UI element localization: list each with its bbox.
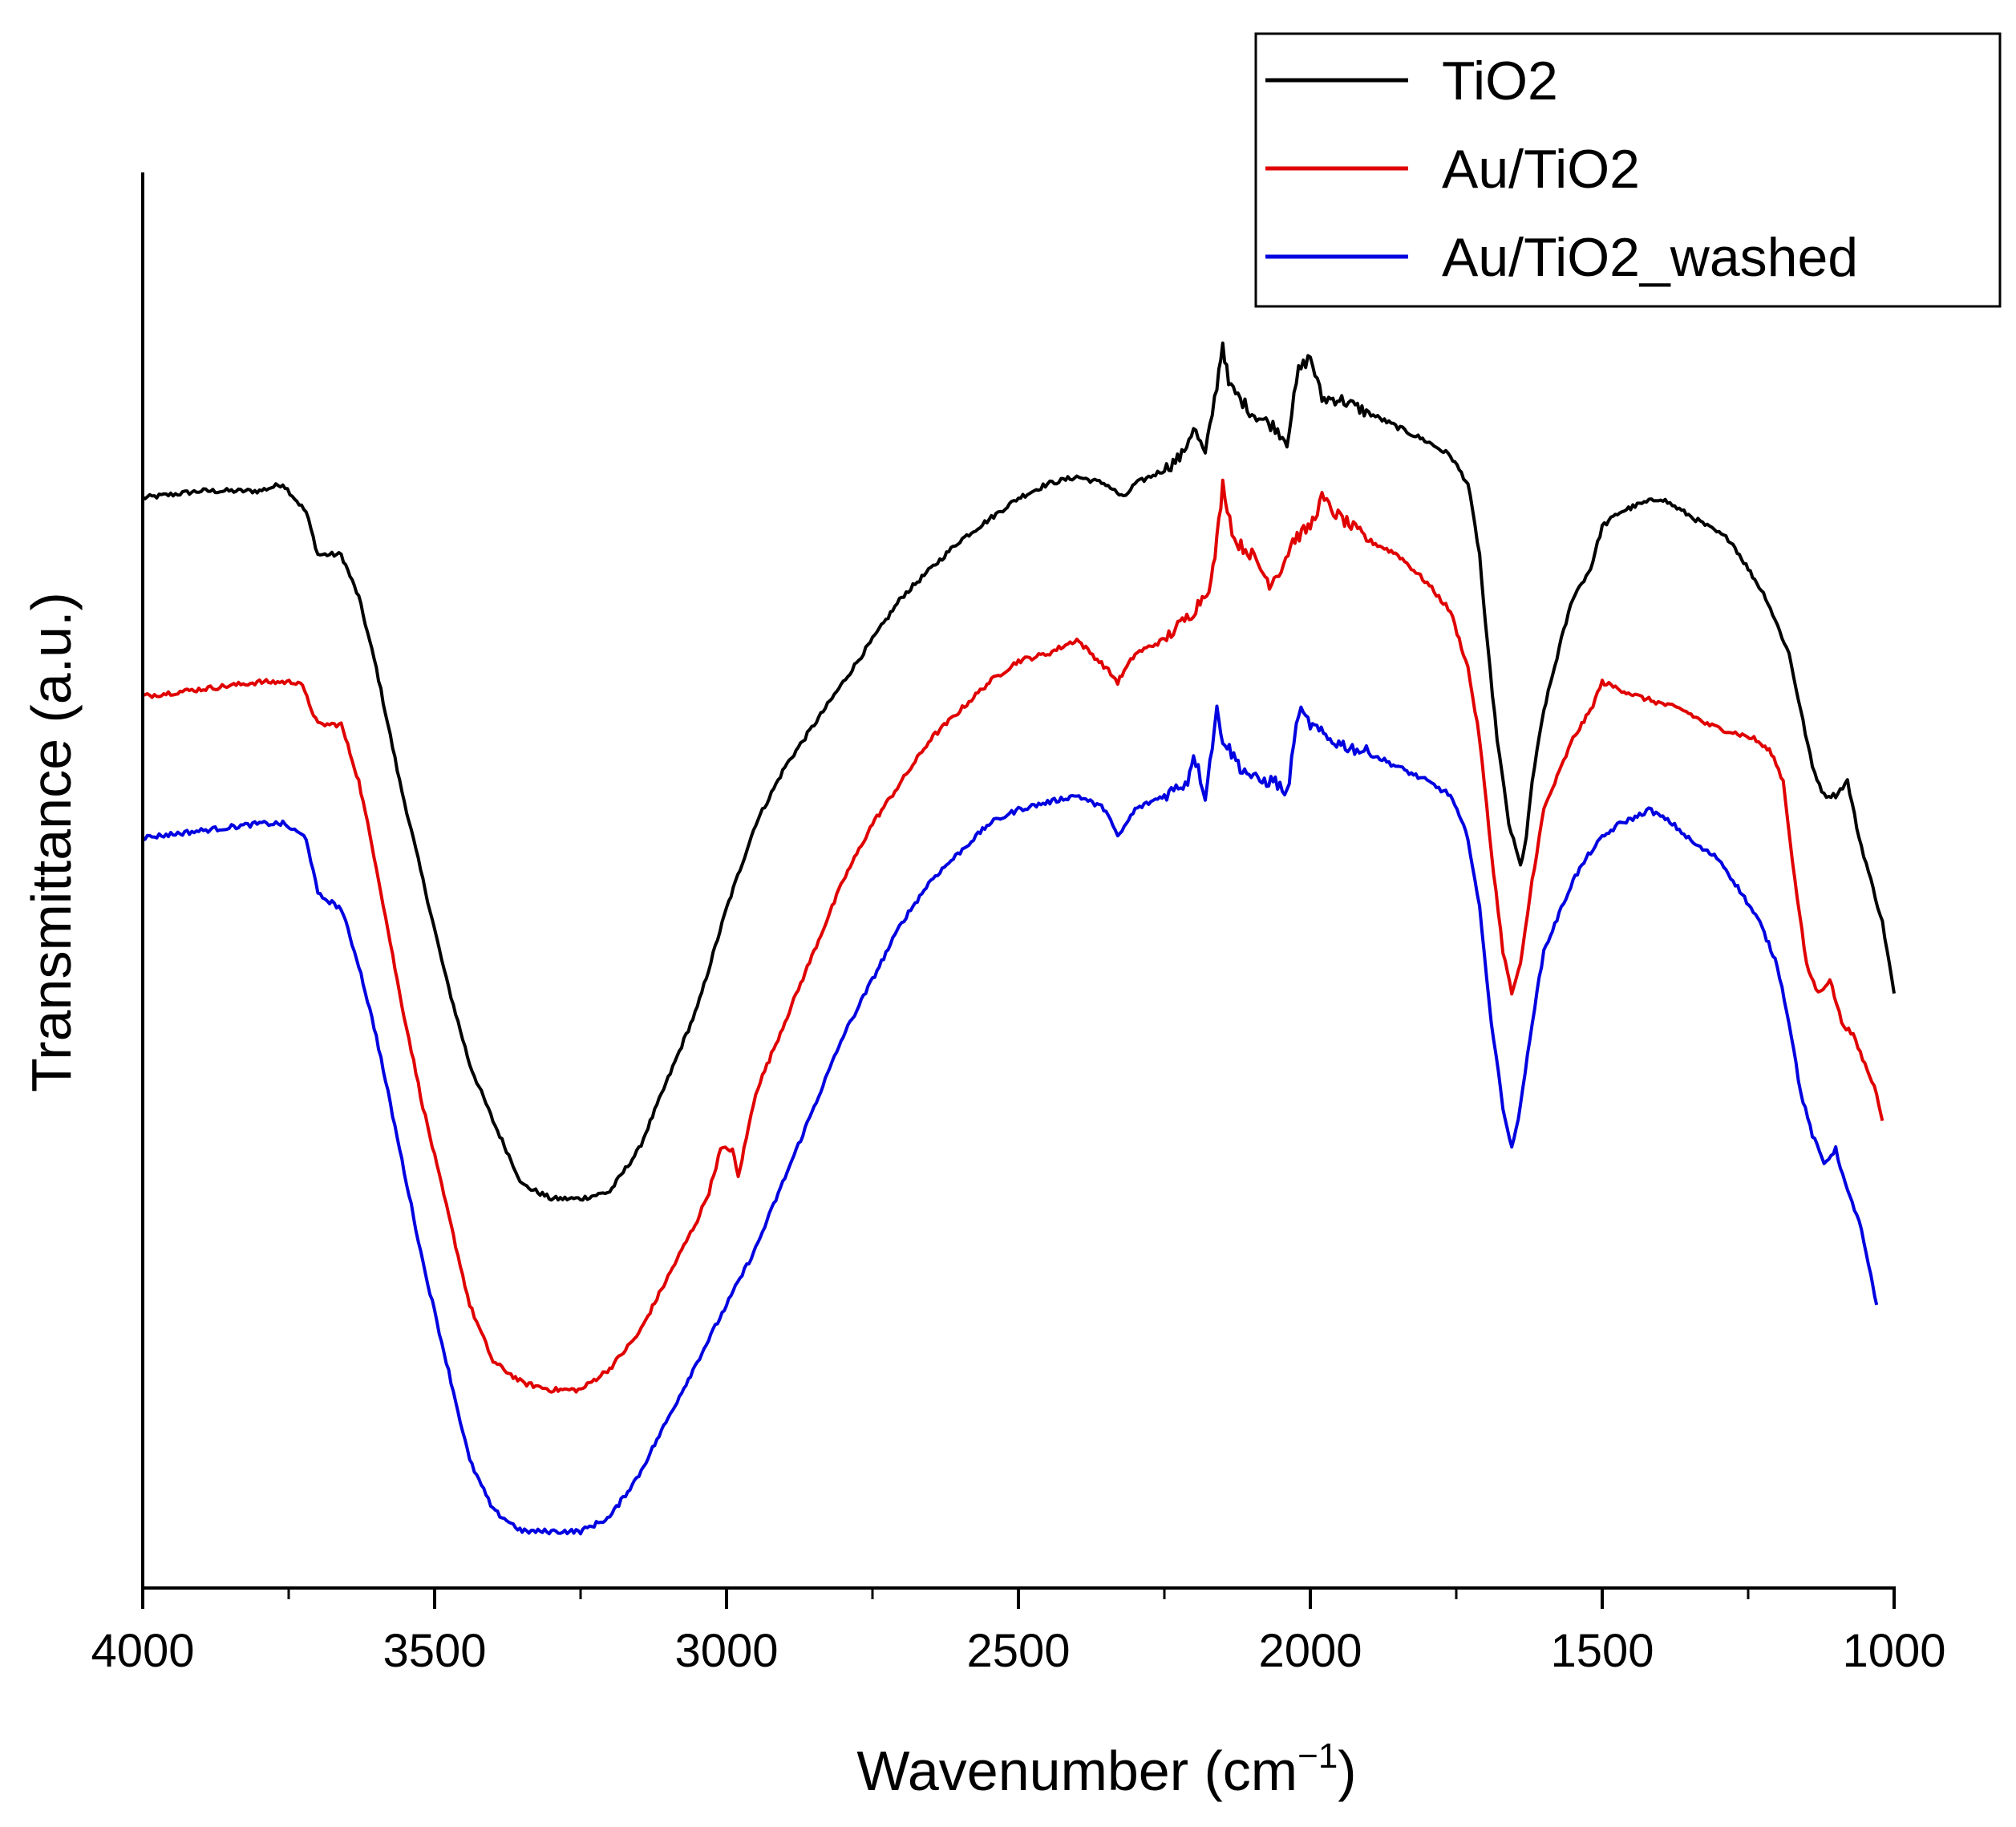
series-line-0: [141, 341, 1896, 1202]
series-line-1: [142, 478, 1884, 1394]
axes: 4000 3500 3000 2500 2000 1500 1000: [91, 172, 1946, 1677]
x-tick-label-3000: 3000: [674, 1625, 778, 1677]
x-tick-label-4000: 4000: [91, 1625, 194, 1677]
legend-label-2: Au/TiO2_washed: [1442, 227, 1858, 288]
x-tick-label-3500: 3500: [383, 1625, 486, 1677]
legend-label-0: TiO2: [1442, 51, 1558, 111]
x-tick-label-1500: 1500: [1550, 1625, 1654, 1677]
plot-area: [141, 341, 1896, 1536]
x-tick-label-2000: 2000: [1258, 1625, 1362, 1677]
legend: TiO2 Au/TiO2 Au/TiO2_washed: [1254, 32, 2002, 308]
x-tick-label-2500: 2500: [966, 1625, 1070, 1677]
x-tick-label-1000: 1000: [1842, 1625, 1945, 1677]
y-axis-title: Transmittance (a.u.): [20, 592, 83, 1092]
x-axis-title: Wavenumber (cm−1): [856, 1736, 1356, 1802]
legend-label-1: Au/TiO2: [1442, 139, 1640, 200]
series-line-2: [142, 704, 1879, 1536]
